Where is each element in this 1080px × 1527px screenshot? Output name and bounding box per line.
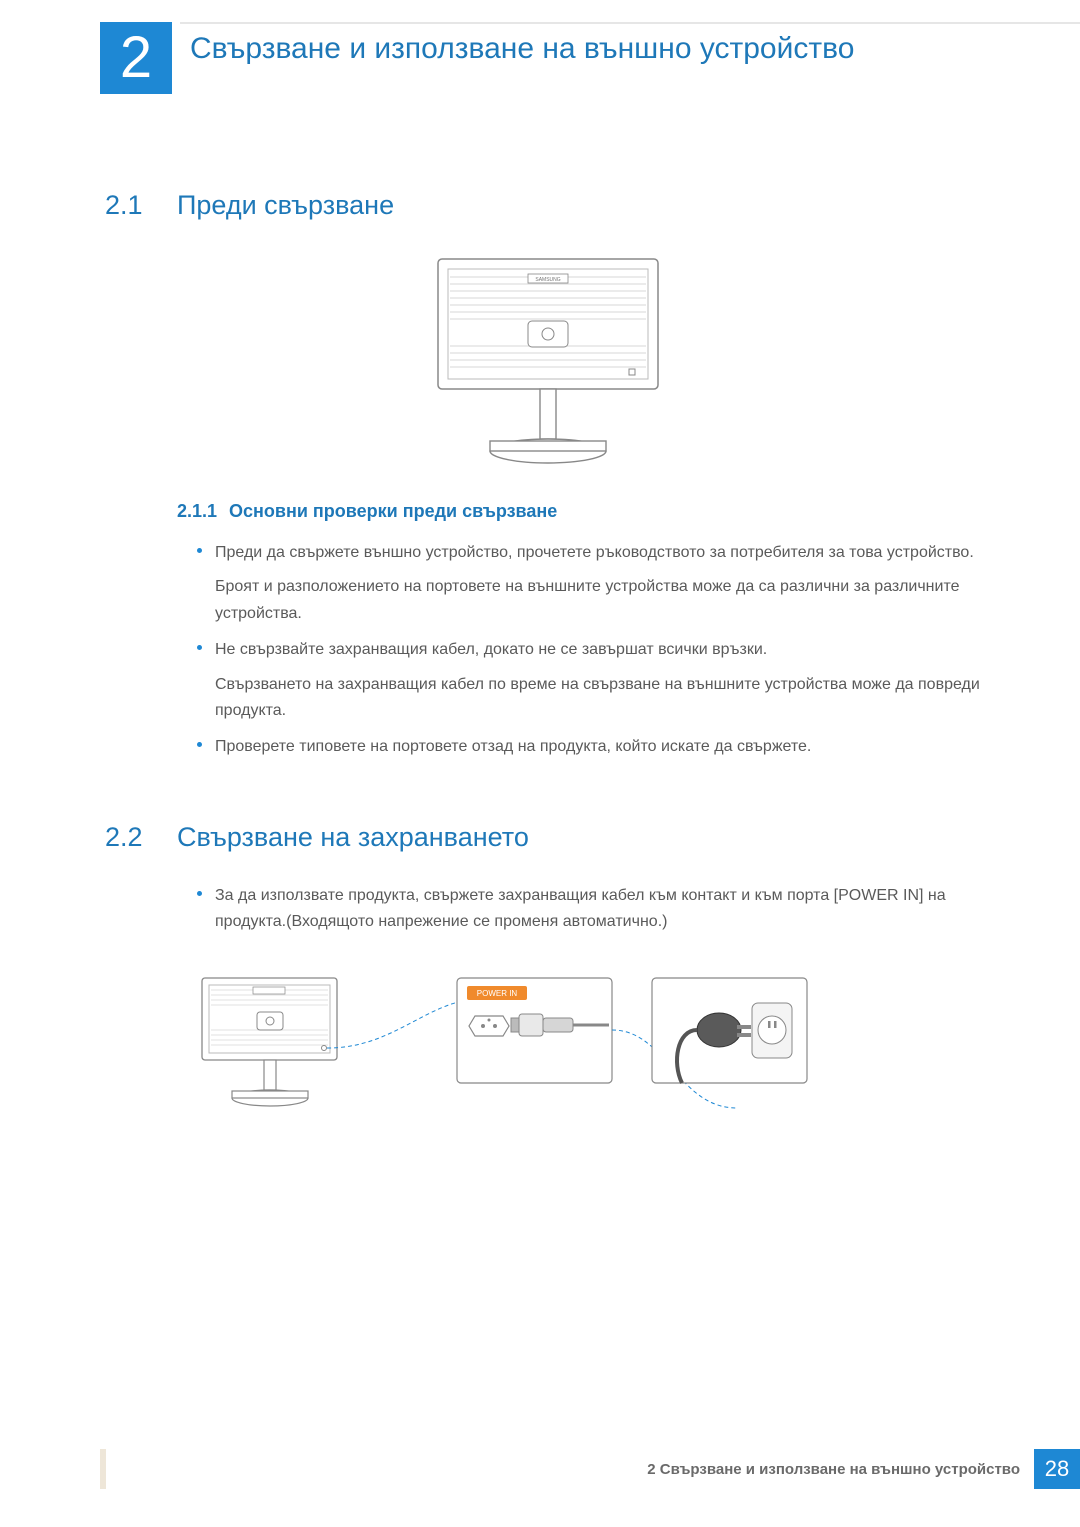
bullet-icon (197, 891, 202, 896)
wall-outlet-icon (652, 978, 807, 1083)
list-item: Не свързвайте захранващия кабел, докато … (197, 637, 990, 724)
bullet-list-2-2: За да използвате продукта, свържете захр… (197, 883, 990, 936)
monitor-small-icon (202, 978, 337, 1106)
chapter-number-badge: 2 (100, 22, 172, 94)
list-item: Проверете типовете на портовете отзад на… (197, 734, 990, 760)
power-in-label: POWER IN (477, 989, 518, 998)
section-number: 2.1 (105, 190, 177, 221)
bullet-sub-text: Свързването на захранващия кабел по врем… (215, 672, 990, 725)
footer-left-marker (100, 1449, 106, 1489)
bullet-main-text: За да използвате продукта, свържете захр… (215, 883, 990, 936)
section-title: Свързване на захранването (177, 822, 529, 852)
section-title: Преди свързване (177, 190, 394, 220)
bullet-icon (197, 645, 202, 650)
page-number: 28 (1034, 1449, 1080, 1489)
list-item: Преди да свържете външно устройство, про… (197, 540, 990, 627)
top-divider (180, 22, 1080, 24)
bullet-main-text: Проверете типовете на портовете отзад на… (215, 734, 990, 760)
section-2-2: 2.2Свързване на захранването За да изпол… (105, 822, 990, 1133)
bullet-icon (197, 548, 202, 553)
subsection-title: Основни проверки преди свързване (229, 501, 557, 521)
bullet-sub-text: Броят и разположението на портовете на в… (215, 574, 990, 627)
bullet-main-text: Преди да свържете външно устройство, про… (215, 540, 990, 566)
page-footer: 2 Свързване и използване на външно устро… (647, 1449, 1080, 1489)
power-connection-figure: POWER IN (197, 968, 817, 1128)
footer-text: 2 Свързване и използване на външно устро… (647, 1461, 1020, 1478)
section-number: 2.2 (105, 822, 177, 853)
bullet-main-text: Не свързвайте захранващия кабел, докато … (215, 637, 990, 663)
power-in-callout: POWER IN (457, 978, 612, 1083)
list-item: За да използвате продукта, свържете захр… (197, 883, 990, 936)
section-2-1: 2.1Преди свързване SAMSUNG (105, 190, 990, 771)
subsection-heading-2-1-1: 2.1.1 Основни проверки преди свързване (177, 501, 990, 522)
bullet-icon (197, 742, 202, 747)
section-heading-2-2: 2.2Свързване на захранването (105, 822, 990, 853)
subsection-number: 2.1.1 (177, 501, 217, 521)
monitor-back-figure: SAMSUNG (428, 251, 668, 471)
bullet-list-2-1-1: Преди да свържете външно устройство, про… (197, 540, 990, 761)
section-heading-2-1: 2.1Преди свързване (105, 190, 990, 221)
svg-text:SAMSUNG: SAMSUNG (535, 277, 560, 283)
chapter-title: Свързване и използване на външно устройс… (190, 30, 1020, 68)
